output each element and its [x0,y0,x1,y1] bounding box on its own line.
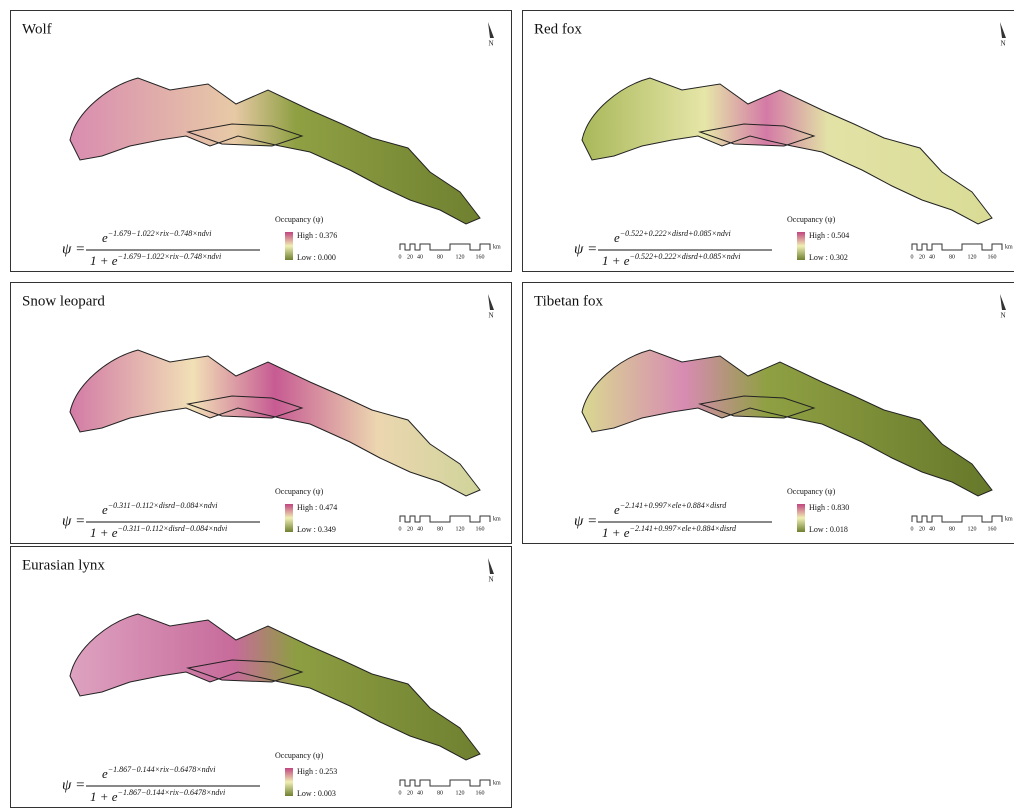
scale-label: 20 [919,526,925,532]
scale-label: 80 [437,254,443,260]
scale-unit: km [1005,516,1013,522]
scale-unit: km [493,516,501,522]
north-label: N [488,576,493,584]
scale-label: 160 [476,526,485,532]
formula-exponent: −0.522+0.222×disrd+0.085×ndvi [620,229,731,238]
legend-title: Occupancy (ψ) [275,487,324,496]
formula-denominator-prefix: 1 + e [90,789,118,804]
formula-exponent: −0.311−0.112×disrd−0.084×ndvi [108,501,218,510]
formula-psi: ψ = [574,513,597,529]
scale-label: 0 [399,254,402,260]
formula-denominator-prefix: 1 + e [90,253,118,268]
formula-denominator-prefix: 1 + e [90,525,118,540]
scale-label: 80 [949,526,955,532]
panel-title: Tibetan fox [534,293,604,309]
panel-title: Red fox [534,21,582,37]
figure: WolfNψ =e−1.679−1.022×rix−0.748×ndvi1 + … [0,0,1014,811]
scale-label: 160 [988,254,997,260]
scale-label: 40 [417,526,423,532]
scale-label: 120 [968,254,977,260]
formula-exponent: −2.141+0.997×ele+0.884×disrd [630,524,737,533]
formula-exponent: −1.867−0.144×rix−0.6478×ndvi [118,788,226,797]
legend-title: Occupancy (ψ) [787,487,836,496]
legend-high: High : 0.376 [297,231,337,240]
north-label: N [1000,312,1005,320]
formula-exponent: −0.522+0.222×disrd+0.085×ndvi [630,252,741,261]
scale-label: 80 [437,526,443,532]
north-label: N [1000,40,1005,48]
legend-ramp [285,232,293,260]
legend-high: High : 0.253 [297,767,337,776]
legend-ramp [285,504,293,532]
scale-unit: km [493,780,501,786]
map-panel: Eurasian lynxNψ =e−1.867−0.144×rix−0.647… [11,547,512,808]
scale-label: 20 [407,254,413,260]
panel-title: Snow leopard [22,293,105,309]
legend-title: Occupancy (ψ) [275,751,324,760]
scale-label: 120 [456,526,465,532]
scale-label: 0 [399,790,402,796]
scale-label: 0 [399,526,402,532]
formula-psi: ψ = [62,241,85,257]
formula-exponent: −2.141+0.997×ele+0.884×disrd [620,501,727,510]
scale-label: 40 [929,254,935,260]
panel-title: Eurasian lynx [22,557,105,573]
legend-title: Occupancy (ψ) [787,215,836,224]
formula-exponent: −0.311−0.112×disrd−0.084×ndvi [118,524,228,533]
formula-exponent: −1.679−1.022×rix−0.748×ndvi [118,252,222,261]
scale-label: 160 [988,526,997,532]
formula-psi: ψ = [62,513,85,529]
scale-label: 120 [456,254,465,260]
legend-low: Low : 0.349 [297,525,336,534]
legend-high: High : 0.504 [809,231,849,240]
scale-unit: km [493,244,501,250]
legend-ramp [797,232,805,260]
scale-label: 160 [476,254,485,260]
scale-label: 20 [919,254,925,260]
scale-label: 120 [456,790,465,796]
scale-label: 40 [929,526,935,532]
formula-denominator-prefix: 1 + e [602,253,630,268]
legend-ramp [797,504,805,532]
formula-psi: ψ = [574,241,597,257]
panel-title: Wolf [22,21,52,37]
formula-exponent: −1.867−0.144×rix−0.6478×ndvi [108,765,216,774]
legend-low: Low : 0.018 [809,525,848,534]
legend-high: High : 0.830 [809,503,849,512]
north-label: N [488,40,493,48]
scale-label: 160 [476,790,485,796]
legend-title: Occupancy (ψ) [275,215,324,224]
scale-label: 80 [949,254,955,260]
scale-label: 40 [417,790,423,796]
legend-low: Low : 0.000 [297,253,336,262]
legend-ramp [285,768,293,796]
scale-unit: km [1005,244,1013,250]
formula-psi: ψ = [62,777,85,793]
scale-label: 0 [911,526,914,532]
scale-label: 40 [417,254,423,260]
map-panel: Tibetan foxNψ =e−2.141+0.997×ele+0.884×d… [523,283,1014,544]
legend-low: Low : 0.302 [809,253,848,262]
north-label: N [488,312,493,320]
scale-label: 0 [911,254,914,260]
scale-label: 20 [407,526,413,532]
formula-exponent: −1.679−1.022×rix−0.748×ndvi [108,229,212,238]
formula-denominator-prefix: 1 + e [602,525,630,540]
legend-low: Low : 0.003 [297,789,336,798]
legend-high: High : 0.474 [297,503,337,512]
scale-label: 20 [407,790,413,796]
scale-label: 120 [968,526,977,532]
scale-label: 80 [437,790,443,796]
